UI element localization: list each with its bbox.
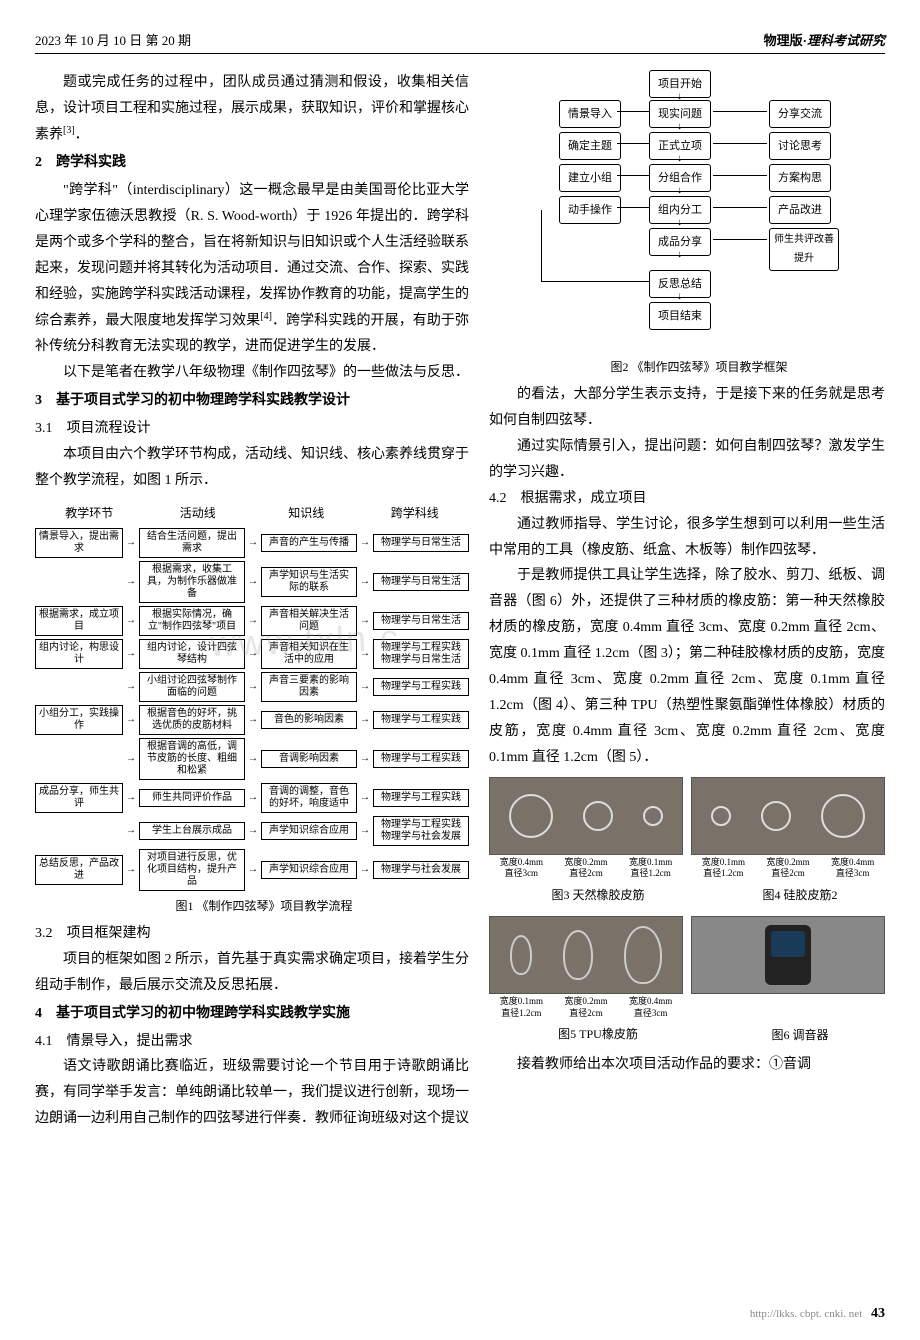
footer: http://lkks. cbpt. cnki. net 43	[750, 1306, 885, 1322]
figure-3-4-row: 宽度0.4mm直径3cm宽度0.2mm直径2cm宽度0.1mm直径1.2cm 图…	[489, 777, 885, 911]
section-2-heading: 2 跨学科实践	[35, 150, 469, 176]
figure-5-image	[489, 916, 683, 994]
tuner-icon	[765, 925, 811, 985]
figure-3-image	[489, 777, 683, 855]
para: 的看法，大部分学生表示支持，于是接下来的任务就是思考如何自制四弦琴．	[489, 382, 885, 434]
figure-1-caption: 图1 《制作四弦琴》项目教学流程	[35, 895, 469, 917]
para: "跨学科"（interdisciplinary）这一概念最早是由美国哥伦比亚大学…	[35, 178, 469, 360]
left-column: 题或完成任务的过程中，团队成员通过猜测和假设，收集相关信息，设计项目工程和实施过…	[35, 70, 469, 1132]
para: 通过教师指导、学生讨论，很多学生想到可以利用一些生活中常用的工具（橡皮筋、纸盒、…	[489, 512, 885, 564]
para: 语文诗歌朗诵比赛临近，班级需要讨论一个节目用于诗歌朗诵比赛，有同学举手发言：单纯…	[35, 1054, 469, 1132]
para: 题或完成任务的过程中，团队成员通过猜测和假设，收集相关信息，设计项目工程和实施过…	[35, 70, 469, 148]
figure-6-image	[691, 916, 885, 994]
page-number: 43	[871, 1306, 885, 1321]
para: 于是教师提供工具让学生选择，除了胶水、剪刀、纸板、调音器（图 6）外，还提供了三…	[489, 563, 885, 770]
section-32-heading: 3.2 项目框架建构	[35, 921, 469, 947]
section-4-heading: 4 基于项目式学习的初中物理跨学科实践教学实施	[35, 1001, 469, 1027]
figure-1-flowchart: 教学环节 活动线 知识线 跨学科线 情景导入，提出需求→结合生活问题，提出需求→…	[35, 502, 469, 917]
para: 接着教师给出本次项目活动作品的要求：①音调	[489, 1052, 885, 1078]
section-41-heading: 4.1 情景导入，提出需求	[35, 1029, 469, 1055]
section-42-heading: 4.2 根据需求，成立项目	[489, 486, 885, 512]
figure-5-6-row: 宽度0.1mm直径1.2cm宽度0.2mm直径2cm宽度0.4mm直径3cm 图…	[489, 916, 885, 1050]
figure-2-flowchart: 项目开始↓情景导入现实问题↓确定主题正式立项↓建立小组分组合作↓动手操作组内分工…	[489, 70, 885, 350]
right-column: 项目开始↓情景导入现实问题↓确定主题正式立项↓建立小组分组合作↓动手操作组内分工…	[489, 70, 885, 1132]
header-right: 物理版·理科考试研究	[764, 30, 885, 49]
section-3-heading: 3 基于项目式学习的初中物理跨学科实践教学设计	[35, 388, 469, 414]
header-left: 2023 年 10 月 10 日 第 20 期	[35, 30, 191, 49]
para: 通过实际情景引入，提出问题：如何自制四弦琴？激发学生的学习兴趣．	[489, 434, 885, 486]
para: 项目的框架如图 2 所示，首先基于真实需求确定项目，接着学生分组动手制作，最后展…	[35, 947, 469, 999]
page-header: 2023 年 10 月 10 日 第 20 期 物理版·理科考试研究	[35, 30, 885, 54]
para: 以下是笔者在教学八年级物理《制作四弦琴》的一些做法与反思．	[35, 360, 469, 386]
watermark: www.fxln.c	[209, 617, 400, 666]
footer-url: http://lkks. cbpt. cnki. net	[750, 1308, 862, 1320]
para: 本项目由六个教学环节构成，活动线、知识线、核心素养线贯穿于整个教学流程，如图 1…	[35, 442, 469, 494]
figure-2-caption: 图2 《制作四弦琴》项目教学框架	[489, 356, 885, 378]
section-31-heading: 3.1 项目流程设计	[35, 416, 469, 442]
figure-4-image	[691, 777, 885, 855]
